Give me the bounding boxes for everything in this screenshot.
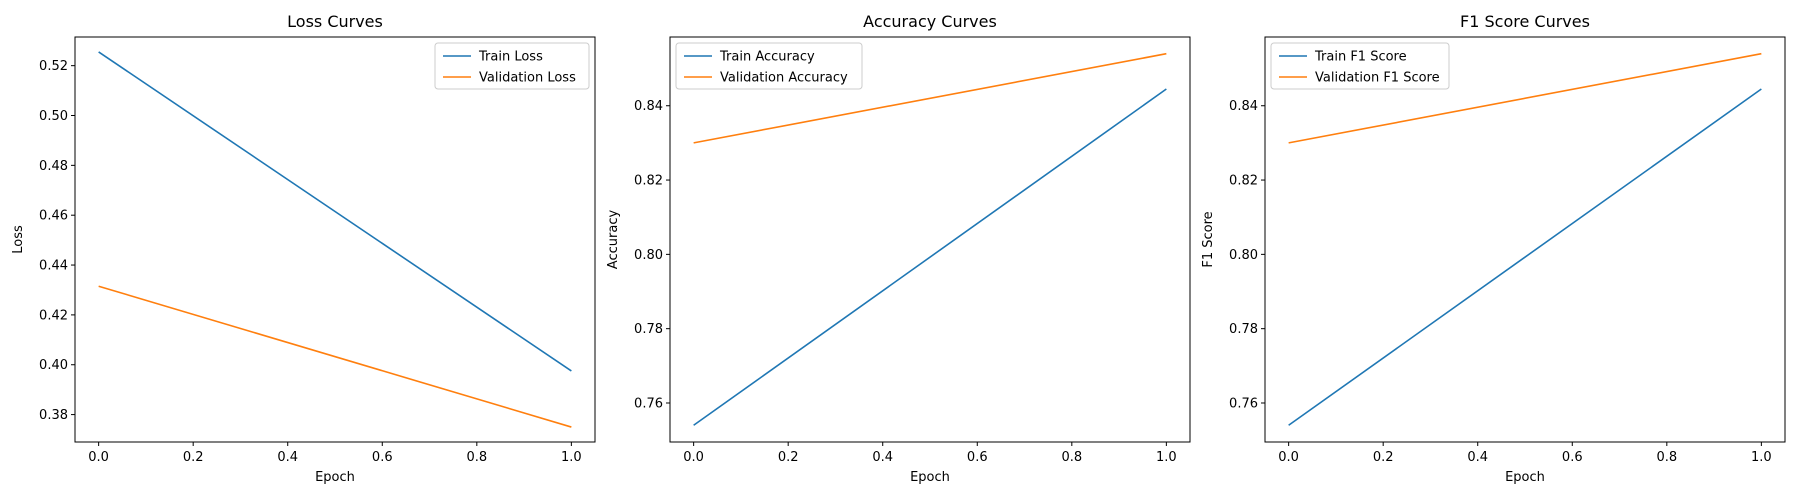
chart-panel-1: Loss Curves 0.0 0.2 0.4 0.6 0.8 1.0 0.38 0.40 0.4… [11, 12, 596, 485]
y-tick-label: 0.82 [634, 174, 663, 189]
chart-panel-3: F1 Score Curves 0.0 0.2 0.4 0.6 0.8 1.0 0.76 0.7… [1201, 12, 1786, 485]
legend: Train Loss Validation Loss [434, 42, 590, 90]
y-tick-label: 0.84 [1229, 99, 1258, 114]
legend-label: Validation F1 Score [1315, 71, 1440, 86]
plot-frame [669, 36, 1191, 443]
plot-frame [74, 36, 596, 443]
chart-title: Accuracy Curves [863, 12, 997, 31]
x-tick-label: 0.8 [1061, 450, 1082, 465]
x-tick-label: 0.2 [1373, 450, 1394, 465]
chart-title: F1 Score Curves [1460, 12, 1590, 31]
x-axis-label: Epoch [1505, 470, 1545, 485]
y-tick-label: 0.46 [39, 209, 68, 224]
y-tick-label: 0.76 [1229, 396, 1258, 411]
y-axis-label: Loss [11, 225, 26, 254]
y-tick-label: 0.80 [634, 248, 663, 263]
chart-title: Loss Curves [287, 12, 383, 31]
legend-box [1270, 42, 1450, 90]
x-tick-label: 0.4 [872, 450, 893, 465]
x-tick-label: 1.0 [1751, 450, 1772, 465]
series-line-validation [1288, 52, 1762, 144]
x-tick-label: 1.0 [1156, 450, 1177, 465]
x-tick-label: 0.8 [466, 450, 487, 465]
y-tick-label: 0.52 [39, 59, 68, 74]
series-line-train [1288, 88, 1762, 426]
x-axis-label: Epoch [910, 470, 950, 485]
x-tick-label: 1.0 [561, 450, 582, 465]
x-tick-label: 0.2 [183, 450, 204, 465]
x-tick-label: 0.8 [1656, 450, 1677, 465]
x-tick-label: 0.6 [1562, 450, 1583, 465]
y-axis-label: Accuracy [606, 210, 621, 270]
y-tick-label: 0.84 [634, 99, 663, 114]
y-tick-label: 0.48 [39, 159, 68, 174]
x-tick-label: 0.4 [277, 450, 298, 465]
x-tick-label: 0.4 [1467, 450, 1488, 465]
y-tick-label: 0.42 [39, 308, 68, 323]
legend: Train Accuracy Validation Accuracy [675, 42, 863, 90]
y-tick-label: 0.78 [1229, 322, 1258, 337]
y-axis-label: F1 Score [1201, 211, 1216, 267]
legend-label: Validation Accuracy [720, 71, 848, 86]
series-line-train [98, 51, 572, 372]
x-tick-label: 0.0 [1278, 450, 1299, 465]
y-tick-label: 0.38 [39, 408, 68, 423]
x-tick-label: 0.6 [372, 450, 393, 465]
legend-label: Validation Loss [479, 71, 576, 86]
x-tick-label: 0.6 [967, 450, 988, 465]
legend: Train F1 Score Validation F1 Score [1270, 42, 1450, 90]
y-tick-label: 0.76 [634, 396, 663, 411]
y-tick-label: 0.82 [1229, 174, 1258, 189]
series-line-train [693, 88, 1167, 426]
y-tick-label: 0.80 [1229, 248, 1258, 263]
y-tick-label: 0.40 [39, 358, 68, 373]
legend-label: Train F1 Score [1314, 50, 1407, 65]
legend-label: Train Loss [478, 50, 543, 65]
y-tick-label: 0.44 [39, 259, 68, 274]
y-tick-label: 0.50 [39, 109, 68, 124]
series-line-validation [693, 52, 1167, 144]
x-tick-label: 0.2 [778, 450, 799, 465]
legend-box [675, 42, 863, 90]
x-axis-label: Epoch [315, 470, 355, 485]
x-tick-label: 0.0 [683, 450, 704, 465]
legend-label: Train Accuracy [719, 50, 815, 65]
x-tick-label: 0.0 [88, 450, 109, 465]
legend-box [434, 42, 590, 90]
plot-frame [1264, 36, 1786, 443]
series-line-validation [98, 285, 572, 428]
chart-panel-2: Accuracy Curves 0.0 0.2 0.4 0.6 0.8 1.0 0.76 0.7… [606, 12, 1191, 485]
y-tick-label: 0.78 [634, 322, 663, 337]
